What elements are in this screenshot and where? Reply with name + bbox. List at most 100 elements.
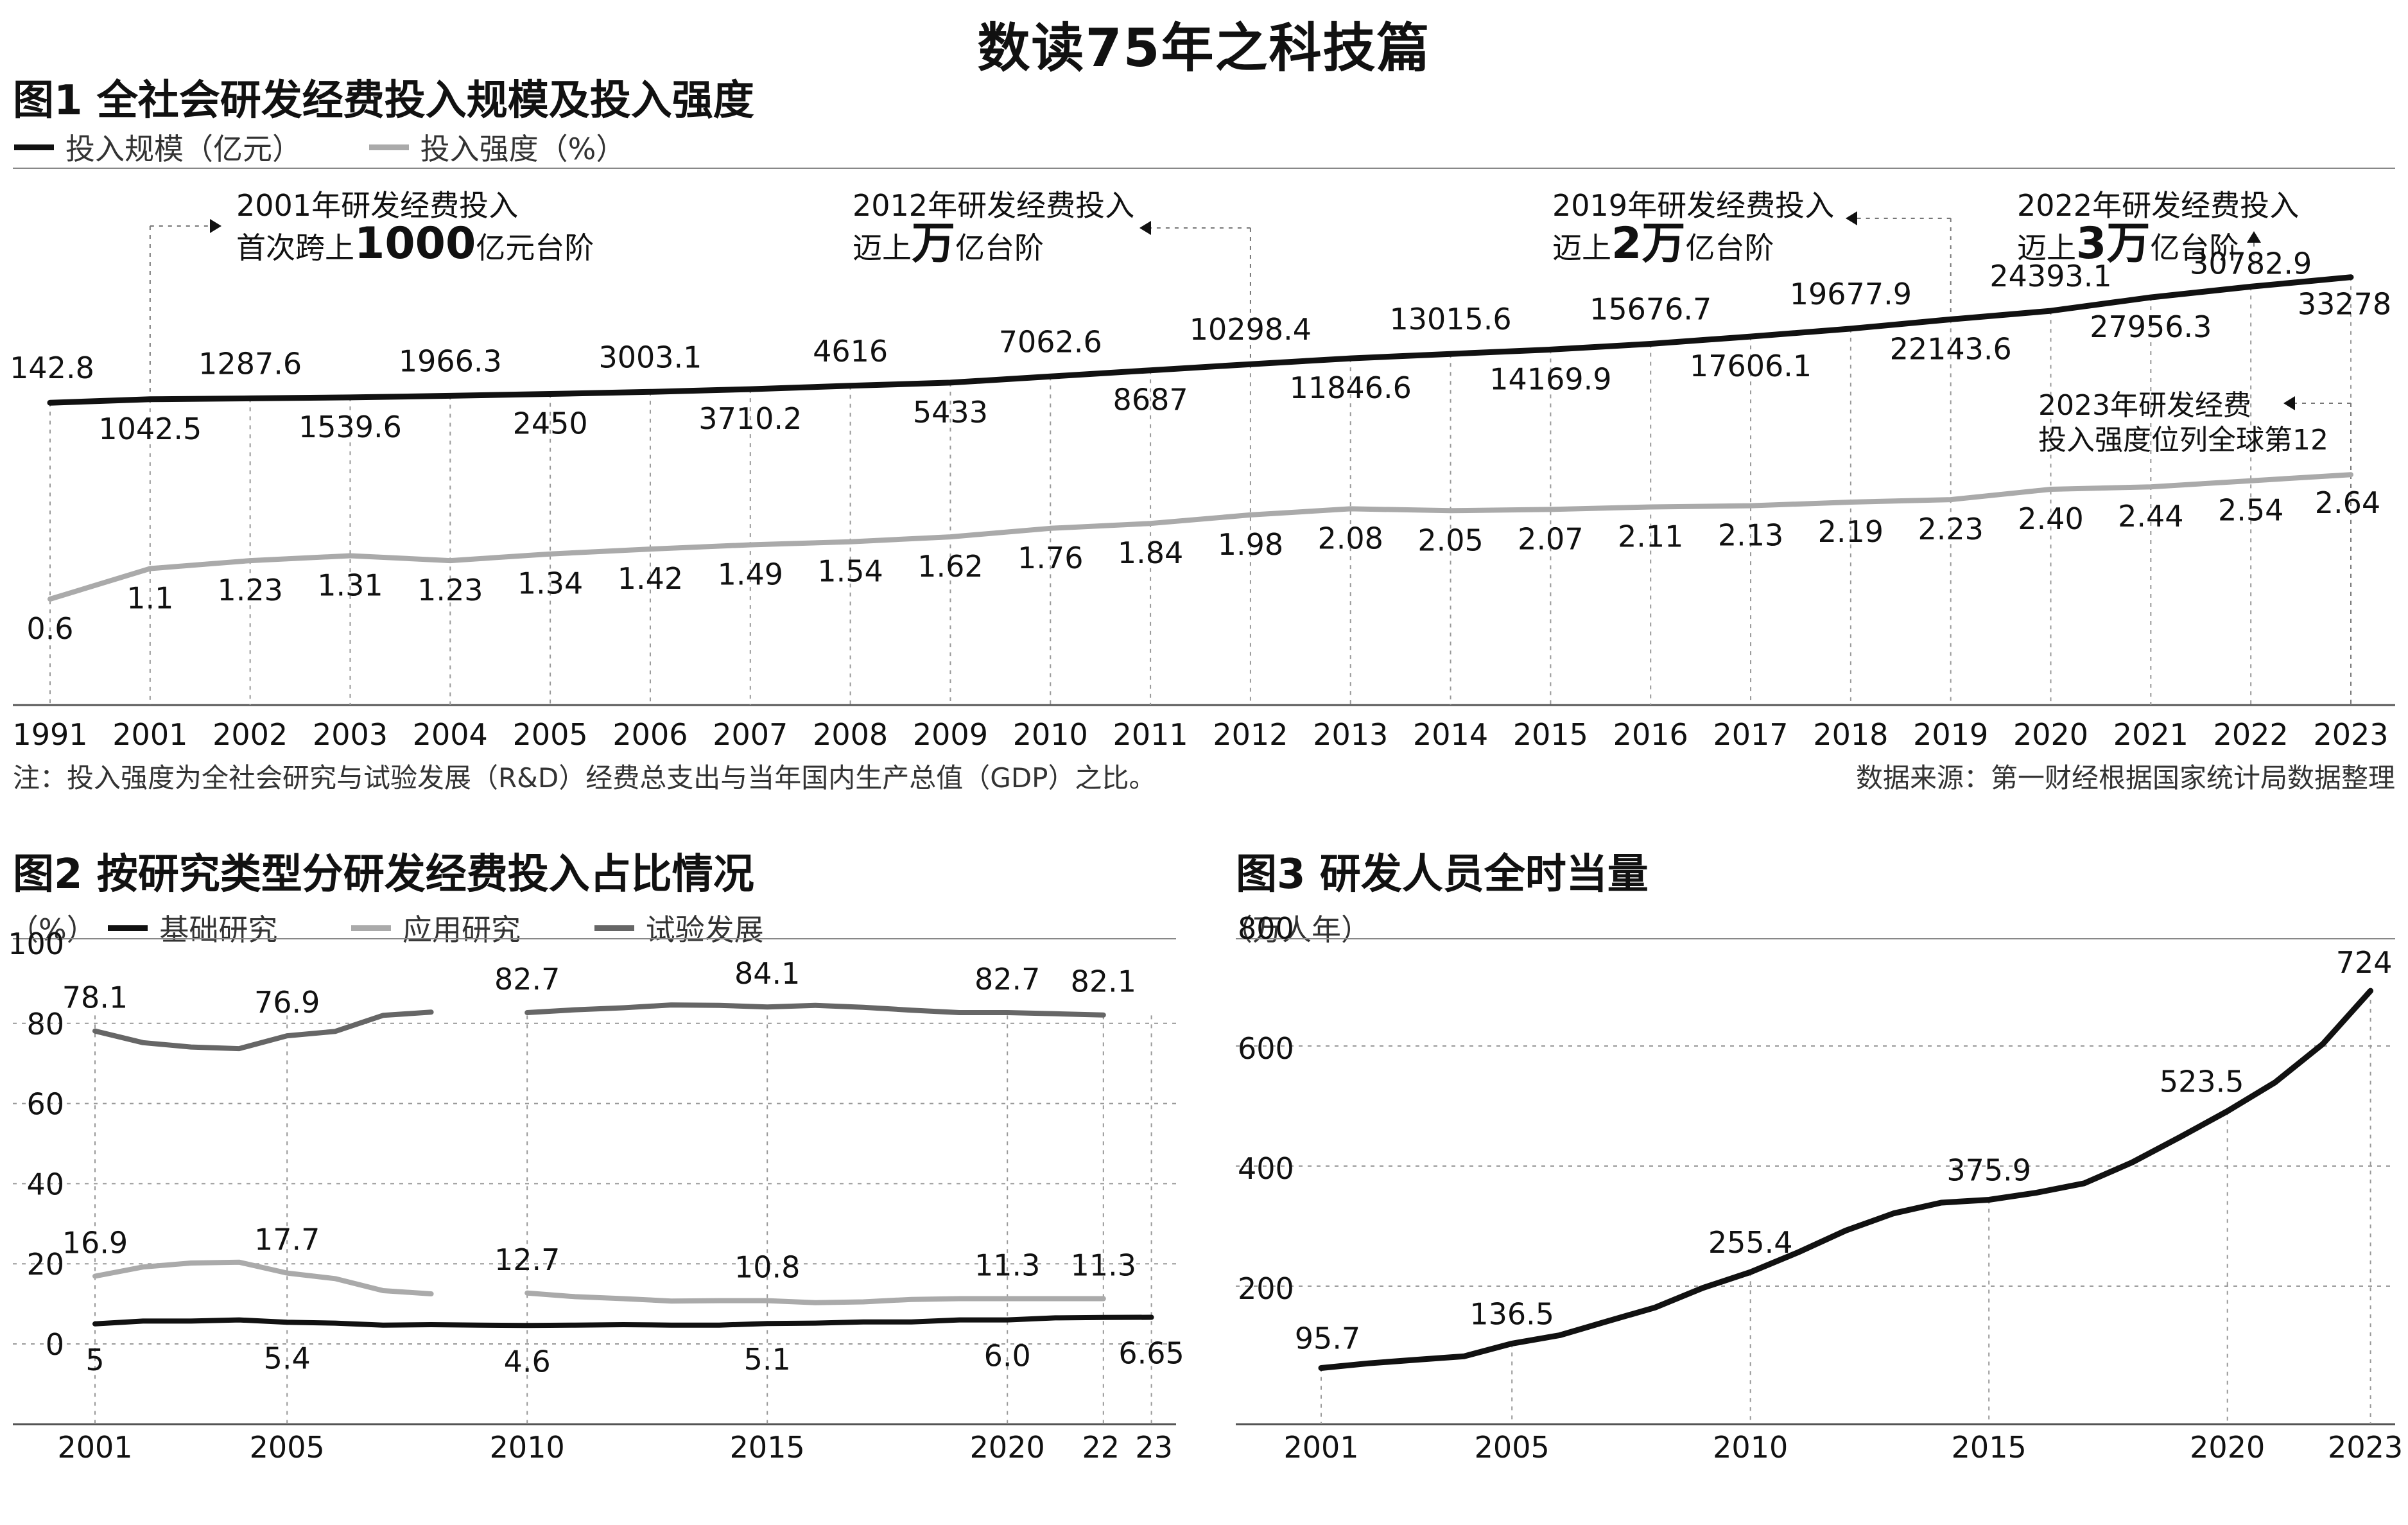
legend-label-intensity: 投入强度（%） bbox=[420, 132, 626, 166]
fig1-x-tick-label: 2011 bbox=[1113, 717, 1188, 752]
fig2-series-2-line bbox=[92, 1009, 434, 1052]
fig3-x-tick-label: 2010 bbox=[1713, 1430, 1788, 1465]
fig1-intensity-label: 1.76 bbox=[1018, 541, 1083, 575]
annotation-2023-line2: 投入强度位列全球第12 bbox=[2038, 424, 2328, 457]
fig1-intensity-label: 1.42 bbox=[618, 561, 683, 596]
fig3-title: 图3 研发人员全时当量 bbox=[1236, 851, 1649, 898]
fig3-point-label: 375.9 bbox=[1946, 1153, 2031, 1188]
fig1-scale-label: 10298.4 bbox=[1190, 312, 1312, 347]
fig1-intensity-label: 2.05 bbox=[1417, 523, 1483, 557]
annotation-text: 亿台阶 bbox=[2150, 231, 2239, 265]
fig3-y-tick-label: 200 bbox=[1238, 1271, 1294, 1306]
fig1-scale-label: 8687 bbox=[1113, 383, 1188, 417]
fig1-intensity-label: 1.54 bbox=[817, 554, 883, 589]
fig1-source: 数据来源：第一财经根据国家统计局数据整理 bbox=[1855, 762, 2395, 794]
annotation-arrow bbox=[1846, 211, 1857, 225]
fig2-y-tick-label: 100 bbox=[8, 927, 64, 961]
fig3-x-tick-label: 2020 bbox=[2190, 1430, 2265, 1465]
fig3-point-label: 523.5 bbox=[2160, 1065, 2244, 1099]
fig1-x-tick-label: 2016 bbox=[1613, 717, 1688, 752]
legend-label-scale: 投入规模（亿元） bbox=[65, 132, 302, 166]
fig1-x-tick-label: 2014 bbox=[1413, 717, 1488, 752]
annotation-highlight: 1000 bbox=[354, 218, 476, 269]
fig2-point-label: 76.9 bbox=[254, 985, 320, 1020]
fig3-point-label: 136.5 bbox=[1469, 1296, 1554, 1331]
fig1-scale-label: 14169.9 bbox=[1489, 362, 1611, 396]
annotation-arrow bbox=[2247, 231, 2261, 243]
fig2-y-tick-label: 0 bbox=[46, 1327, 64, 1362]
page-title: 数读75年之科技篇 bbox=[977, 18, 1431, 79]
annotation-text: 亿台阶 bbox=[955, 231, 1044, 265]
annotation-2012: 2012年研发经费投入 bbox=[853, 188, 1134, 223]
fig1-scale-label: 33278 bbox=[2298, 287, 2391, 322]
fig1-scale-label: 15676.7 bbox=[1589, 292, 1711, 327]
fig1-scale-label: 1042.5 bbox=[98, 412, 202, 446]
fig1-intensity-label: 1.62 bbox=[917, 549, 983, 584]
fig1-x-tick-label: 2021 bbox=[2113, 717, 2188, 752]
fig3-point-label: 95.7 bbox=[1295, 1321, 1360, 1356]
fig2-series-1-line bbox=[524, 1290, 1106, 1305]
fig2-point-label: 5 bbox=[85, 1343, 104, 1377]
fig1-scale-label: 7062.6 bbox=[999, 324, 1102, 359]
legend-swatch-scale bbox=[14, 144, 54, 150]
fig2-x-tick-label: 22 bbox=[1082, 1430, 1120, 1465]
fig1-scale-label: 30782.9 bbox=[2190, 246, 2312, 281]
fig1-scale-line bbox=[47, 274, 2354, 406]
annotation-text: 迈上 bbox=[1552, 231, 1611, 265]
fig1-x-tick-label: 2012 bbox=[1213, 717, 1288, 752]
fig3-y-tick-label: 800 bbox=[1238, 911, 1294, 946]
annotation-arrow bbox=[1139, 221, 1151, 235]
fig1-scale-label: 142.8 bbox=[10, 351, 94, 385]
fig2-point-label: 6.0 bbox=[984, 1339, 1031, 1373]
fig1-intensity-label: 2.23 bbox=[1918, 512, 1983, 546]
fig1-intensity-label: 1.31 bbox=[317, 568, 383, 603]
fig2-series-2-line bbox=[524, 1002, 1106, 1018]
fig2-series-0-line bbox=[92, 1314, 1154, 1329]
fig2-series-1-line bbox=[92, 1259, 434, 1296]
fig1-scale-label: 17606.1 bbox=[1690, 349, 1812, 383]
fig1-scale-label: 3710.2 bbox=[698, 401, 802, 436]
fig1-x-tick-label: 2022 bbox=[2213, 717, 2289, 752]
annotation-text: 迈上 bbox=[853, 231, 912, 265]
annotation-2019-line2: 迈上2万亿台阶 bbox=[1552, 218, 1774, 269]
annotation-2001: 2001年研发经费投入 bbox=[236, 188, 518, 223]
annotation-arrow bbox=[210, 219, 221, 233]
fig1-intensity-label: 2.54 bbox=[2218, 493, 2283, 528]
fig3-unit: （万人年） bbox=[1223, 912, 1371, 947]
fig1-x-tick-label: 2001 bbox=[112, 717, 187, 752]
fig1-intensity-line bbox=[48, 472, 2353, 602]
fig3-y-tick-label: 400 bbox=[1238, 1151, 1294, 1186]
fig1-x-tick-label: 2013 bbox=[1313, 717, 1388, 752]
fig1-x-tick-label: 2018 bbox=[1813, 717, 1888, 752]
fig2-point-label: 82.7 bbox=[974, 962, 1040, 997]
fig1-scale-label: 11846.6 bbox=[1290, 370, 1412, 405]
annotation-2012-line2: 迈上万亿台阶 bbox=[853, 218, 1044, 269]
fig1-x-tick-label: 2003 bbox=[313, 717, 388, 752]
fig3-series-line bbox=[1318, 988, 2374, 1371]
fig2-point-label: 10.8 bbox=[734, 1250, 800, 1285]
fig1-intensity-label: 2.40 bbox=[2018, 501, 2083, 536]
fig2-unit: （%） bbox=[9, 912, 96, 947]
annotation-highlight: 万 bbox=[912, 218, 955, 269]
legend-label-applied: 应用研究 bbox=[402, 912, 521, 947]
fig1-scale-label: 4616 bbox=[813, 334, 888, 369]
fig1-x-tick-label: 2002 bbox=[212, 717, 288, 752]
fig1-intensity-label: 2.08 bbox=[1318, 521, 1383, 555]
fig1-x-tick-label: 1991 bbox=[12, 717, 87, 752]
annotation-text: 亿元台阶 bbox=[476, 231, 594, 265]
fig1-intensity-label: 1.49 bbox=[718, 557, 783, 591]
legend-swatch-intensity bbox=[368, 144, 409, 150]
annotation-text: 首次跨上 bbox=[236, 231, 354, 265]
fig1-intensity-label: 1.1 bbox=[126, 581, 173, 616]
fig1-x-tick-label: 2009 bbox=[913, 717, 988, 752]
fig1-intensity-label: 2.07 bbox=[1518, 521, 1583, 556]
annotation-2019: 2019年研发经费投入 bbox=[1552, 188, 1834, 223]
fig1-intensity-label: 0.6 bbox=[26, 611, 73, 646]
fig1-intensity-label: 2.64 bbox=[2315, 485, 2380, 520]
fig3-point-label: 724 bbox=[2336, 945, 2393, 980]
fig2-title: 图2 按研究类型分研发经费投入占比情况 bbox=[13, 851, 754, 898]
fig3-x-tick-label: 2001 bbox=[1283, 1430, 1358, 1465]
fig1-title: 图1 全社会研发经费投入规模及投入强度 bbox=[13, 77, 754, 125]
fig1-intensity-label: 1.34 bbox=[517, 566, 583, 601]
fig2-point-label: 16.9 bbox=[62, 1226, 128, 1260]
